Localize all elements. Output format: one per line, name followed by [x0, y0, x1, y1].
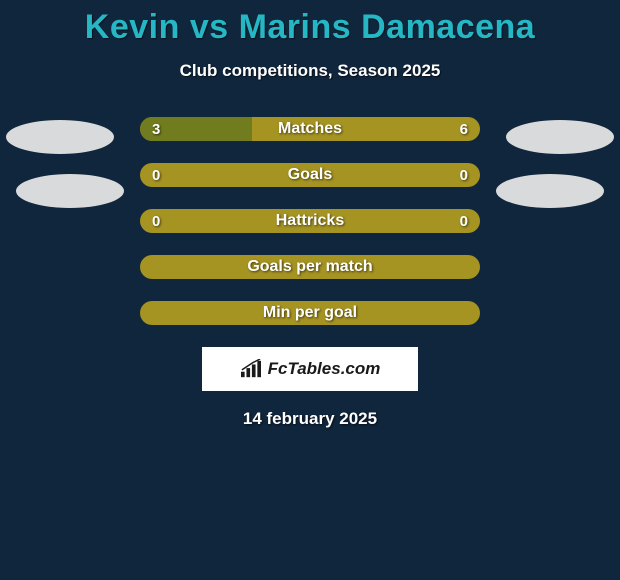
player-right-avatar-shadow: [496, 174, 604, 208]
stat-bar: [140, 301, 480, 325]
page-title: Kevin vs Marins Damacena: [0, 0, 620, 47]
player-right-avatar: [506, 120, 614, 154]
stat-bar: [140, 255, 480, 279]
date-text: 14 february 2025: [0, 409, 620, 429]
stat-row-goals-per-match: Goals per match: [140, 255, 480, 279]
stat-row-min-per-goal: Min per goal: [140, 301, 480, 325]
stat-bar: [140, 117, 480, 141]
stat-bar: [140, 163, 480, 187]
stat-row-goals: 0 Goals 0: [140, 163, 480, 187]
stat-bar-fill: [140, 117, 252, 141]
page-subtitle: Club competitions, Season 2025: [0, 61, 620, 81]
brand-box[interactable]: FcTables.com: [202, 347, 418, 391]
chart-icon: [240, 359, 262, 379]
stat-row-matches: 3 Matches 6: [140, 117, 480, 141]
player-left-avatar: [6, 120, 114, 154]
brand-text: FcTables.com: [268, 359, 381, 379]
stat-bar: [140, 209, 480, 233]
stat-row-hattricks: 0 Hattricks 0: [140, 209, 480, 233]
player-left-avatar-shadow: [16, 174, 124, 208]
